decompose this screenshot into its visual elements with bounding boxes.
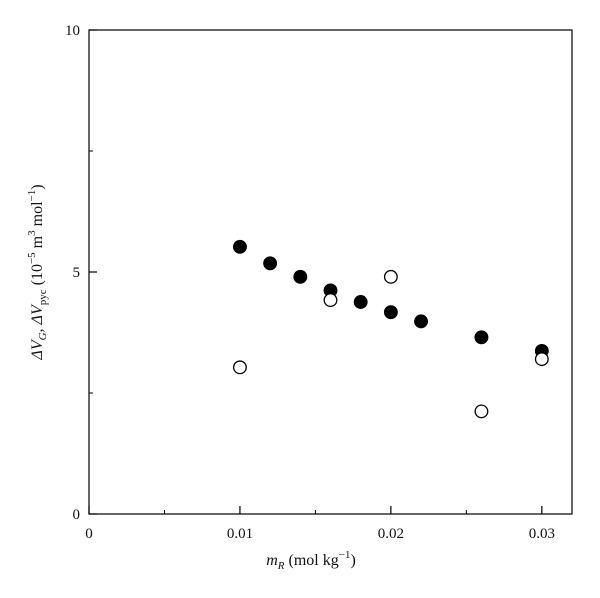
filled-point-7: [474, 330, 489, 345]
y-axis-ticks: 0 5 10: [65, 23, 97, 523]
filled-point-6: [414, 314, 429, 329]
x-axis-label: mR (mol kg−1): [266, 549, 356, 572]
x-tick-label-0: 0: [85, 526, 93, 542]
plot-frame: [88, 29, 573, 515]
y-tick-label-2: 10: [65, 23, 80, 39]
open-point-1: [323, 293, 338, 308]
y-tick-label-1: 5: [73, 265, 81, 281]
y-axis-label: ΔVG, ΔVpyc (10−5 m3 mol−1): [26, 184, 49, 360]
open-point-2: [383, 269, 398, 284]
open-point-4: [534, 352, 549, 367]
x-tick-label-1: 0.01: [227, 526, 253, 542]
x-axis-ticks: 0 0.01 0.02 0.03: [85, 506, 555, 542]
open-point-3: [474, 404, 489, 419]
open-point-0: [232, 360, 247, 375]
filled-point-2: [293, 269, 308, 284]
x-tick-label-2: 0.02: [378, 526, 404, 542]
y-tick-label-0: 0: [73, 507, 81, 523]
filled-point-5: [383, 305, 398, 320]
filled-point-0: [232, 239, 247, 254]
data-points: [232, 239, 549, 419]
x-tick-label-3: 0.03: [529, 526, 555, 542]
filled-point-1: [263, 256, 278, 271]
filled-point-4: [353, 295, 368, 309]
plot-border: [88, 29, 573, 515]
